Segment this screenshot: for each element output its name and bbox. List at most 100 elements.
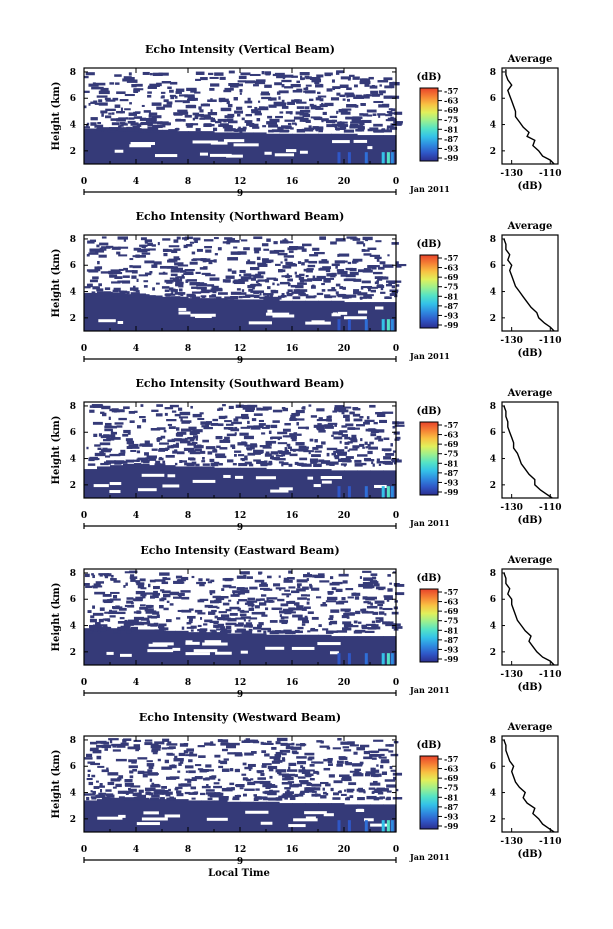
echo-speckle: [137, 254, 146, 258]
echo-speckle: [225, 437, 229, 441]
profile-x-tick-label: -130: [500, 670, 523, 680]
echo-speckle: [315, 84, 324, 88]
echo-speckle: [210, 109, 213, 113]
echo-speckle: [281, 275, 293, 278]
echo-speckle: [238, 295, 243, 299]
echo-speckle: [118, 417, 127, 421]
echo-speckle: [300, 594, 307, 597]
echo-speckle: [217, 739, 223, 743]
echo-speckle: [382, 607, 393, 611]
echo-speckle: [271, 790, 280, 793]
echo-speckle: [387, 574, 391, 577]
echo-speckle: [130, 626, 139, 630]
echo-speckle: [147, 86, 157, 89]
echo-speckle: [137, 457, 149, 461]
echo-speckle: [257, 777, 266, 780]
echo-gap: [317, 642, 341, 646]
echo-speckle: [346, 788, 355, 792]
echo-speckle: [378, 463, 382, 466]
echo-speckle: [176, 793, 184, 797]
echo-speckle: [343, 129, 355, 133]
echo-speckle: [310, 415, 317, 418]
echo-speckle: [253, 247, 261, 251]
echo-speckle: [140, 404, 144, 407]
echo-speckle: [292, 449, 296, 452]
echo-speckle: [266, 277, 277, 280]
strong-echo: [390, 152, 394, 164]
echo-speckle: [104, 295, 110, 299]
echo-speckle: [391, 95, 400, 99]
echo-speckle: [178, 416, 189, 419]
echo-speckle: [265, 607, 269, 611]
echo-speckle: [240, 589, 250, 594]
echo-speckle: [273, 249, 285, 253]
colorbar: [419, 755, 439, 830]
echo-speckle: [151, 244, 156, 247]
echo-speckle: [281, 293, 285, 296]
echo-speckle: [104, 748, 109, 751]
echo-speckle: [127, 120, 136, 124]
echo-speckle: [338, 110, 343, 113]
echo-speckle: [335, 238, 346, 242]
echo-speckle: [239, 128, 246, 132]
echo-speckle: [147, 242, 153, 247]
echo-speckle: [248, 463, 254, 467]
echo-speckle: [378, 438, 384, 442]
panel-title: Echo Intensity (Northward Beam): [136, 210, 345, 223]
echo-speckle: [144, 260, 155, 264]
echo-speckle: [139, 416, 146, 419]
echo-speckle: [340, 76, 351, 80]
echo-speckle: [258, 279, 269, 282]
echo-speckle: [392, 772, 403, 776]
echo-speckle: [88, 252, 99, 255]
echo-speckle: [208, 611, 214, 615]
echo-speckle: [142, 443, 153, 447]
echo-speckle: [343, 749, 352, 752]
echo-speckle: [322, 602, 326, 606]
echo-speckle: [394, 424, 405, 427]
echo-speckle: [292, 296, 301, 300]
echo-speckle: [359, 576, 362, 579]
echo-speckle: [128, 112, 138, 116]
echo-speckle: [238, 126, 241, 129]
echo-speckle: [395, 592, 405, 596]
echo-speckle: [395, 788, 399, 792]
echo-speckle: [281, 125, 292, 129]
echo-speckle: [329, 463, 335, 466]
echo-speckle: [160, 435, 166, 439]
echo-speckle: [296, 88, 303, 92]
echo-speckle: [297, 426, 309, 429]
echo-speckle: [146, 620, 150, 623]
echo-speckle: [199, 583, 205, 587]
echo-speckle: [255, 280, 259, 284]
echo-speckle: [281, 593, 292, 596]
echo-gap: [240, 650, 248, 654]
echo-speckle: [241, 609, 245, 613]
echo-speckle: [187, 779, 192, 783]
echo-speckle: [291, 99, 296, 103]
echo-speckle: [167, 741, 172, 744]
echo-speckle: [218, 124, 229, 127]
echo-speckle: [277, 598, 285, 602]
echo-gap: [185, 640, 193, 644]
echo-speckle: [94, 444, 101, 447]
echo-speckle: [215, 435, 223, 440]
x-tick-label: 4: [133, 678, 139, 688]
y-axis-label: Height (km): [51, 750, 62, 819]
echo-speckle: [260, 462, 263, 465]
echo-speckle: [118, 125, 122, 128]
echo-speckle: [386, 125, 394, 129]
echo-speckle: [245, 738, 251, 741]
echo-speckle: [367, 287, 371, 292]
echo-speckle: [153, 590, 158, 594]
echo-speckle: [336, 760, 344, 764]
echo-speckle: [194, 116, 199, 120]
echo-speckle: [115, 82, 120, 85]
echo-speckle: [144, 608, 154, 612]
echo-speckle: [140, 617, 150, 621]
echo-speckle: [373, 797, 380, 801]
echo-speckle: [287, 255, 294, 258]
echo-speckle: [379, 261, 386, 265]
profile-title: Average: [507, 555, 553, 566]
echo-speckle: [376, 460, 386, 464]
